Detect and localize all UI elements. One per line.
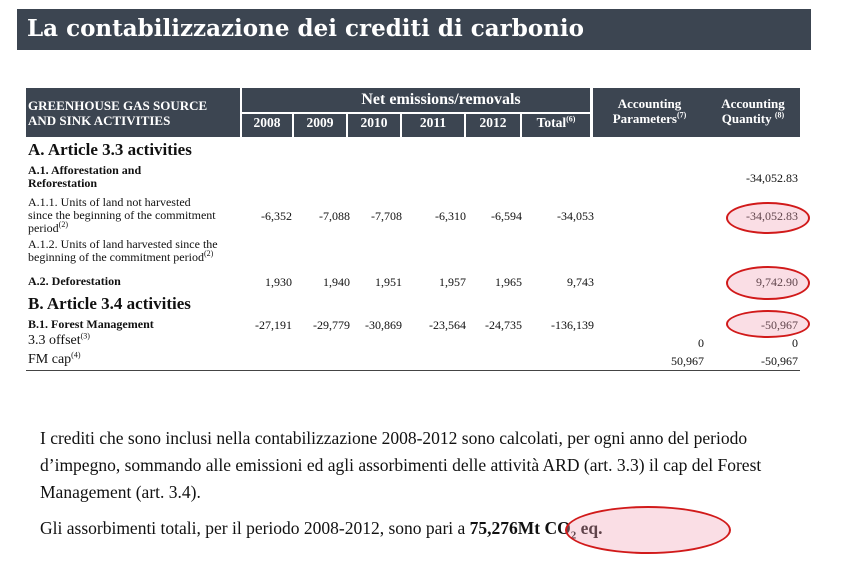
header-year: 2008	[253, 115, 281, 130]
title-bar: La contabilizzazione dei crediti di carb…	[17, 9, 811, 50]
row-b1-label: B.1. Forest Management	[28, 317, 154, 331]
row-a11-value: -6,352	[261, 209, 292, 223]
row-b1-value: -30,869	[365, 318, 402, 332]
row-a12-label-text: beginning of the commitment period	[28, 250, 204, 264]
header-acc-qty-label: Quantity	[721, 111, 772, 126]
accounting-table: GREENHOUSE GAS SOURCE AND SINK ACTIVITIE…	[26, 88, 810, 371]
row-a11-value: -7,708	[371, 209, 402, 223]
row-a1-label: A.1. Afforestation and Reforestation	[28, 164, 141, 190]
header-net-emissions: Net emissions/removals	[361, 91, 521, 108]
row-a11-label: A.1.1. Units of land not harvested since…	[28, 196, 216, 235]
paragraph-credits: I crediti che sono inclusi nella contabi…	[40, 428, 762, 502]
header-separator	[240, 88, 242, 137]
paragraph-total-text: Gli assorbimenti totali, per il periodo …	[40, 518, 466, 538]
row-fmcap-label: FM cap(4)	[28, 350, 81, 367]
table-bottom-rule	[26, 370, 800, 371]
row-a11-label-line3: period(2)	[28, 220, 216, 235]
header-separator	[400, 112, 402, 137]
row-a12-label-line2: beginning of the commitment period(2)	[28, 249, 218, 264]
row-b1-value: -29,779	[313, 318, 350, 332]
row-a2-value: 1,957	[439, 275, 466, 289]
header-separator	[590, 88, 593, 137]
row-a2-total: 9,743	[567, 275, 594, 289]
header-activities-line1: GREENHOUSE GAS SOURCE	[28, 98, 208, 113]
header-activities: GREENHOUSE GAS SOURCE AND SINK ACTIVITIE…	[28, 98, 207, 128]
row-a11-total: -34,053	[557, 209, 594, 223]
row-a2-value: 1,940	[323, 275, 350, 289]
header-acc-params-line1: Accounting	[617, 96, 682, 111]
row-a11-value: -6,310	[435, 209, 466, 223]
header-separator	[346, 112, 348, 137]
header-year: 2009	[306, 115, 334, 130]
table-header: GREENHOUSE GAS SOURCE AND SINK ACTIVITIE…	[26, 88, 800, 137]
row-b1-value: -27,191	[255, 318, 292, 332]
row-a2-label: A.2. Deforestation	[28, 274, 121, 288]
footnote-ref: (3)	[80, 331, 90, 341]
footnote-ref: (8)	[774, 110, 785, 120]
total-value: 75,276Mt CO	[469, 518, 571, 538]
header-year: 2012	[479, 115, 507, 130]
footnote-ref: (4)	[71, 350, 81, 360]
row-offset-label: 3.3 offset(3)	[28, 331, 90, 348]
row-offset-acc-qty: 0	[792, 336, 798, 350]
footnote-ref: (2)	[203, 249, 214, 258]
row-offset-acc-params: 0	[698, 336, 704, 350]
row-a11-value: -6,594	[491, 209, 522, 223]
row-a1-label-line1: A.1. Afforestation and	[28, 163, 142, 177]
row-a1-acc-qty: -34,052.83	[746, 171, 798, 185]
row-a1-label-line2: Reforestation	[28, 176, 98, 190]
header-separator	[464, 112, 466, 137]
row-a2-value: 1,965	[495, 275, 522, 289]
highlight-ellipse	[726, 266, 810, 300]
header-total-label: Total	[536, 115, 567, 130]
highlight-ellipse	[726, 310, 810, 338]
footnote-ref: (6)	[566, 114, 576, 124]
row-a11-label-line1: A.1.1. Units of land not harvested	[28, 195, 191, 209]
page-title: La contabilizzazione dei crediti di carb…	[27, 15, 584, 42]
header-separator	[242, 112, 592, 114]
row-a2-value: 1,951	[375, 275, 402, 289]
highlight-ellipse-total	[565, 506, 731, 554]
header-separator	[292, 112, 294, 137]
row-b1-total: -136,139	[551, 318, 594, 332]
section-a-title: A. Article 3.3 activities	[28, 140, 192, 159]
row-a12-label-line1: A.1.2. Units of land harvested since the	[28, 237, 218, 251]
highlight-ellipse	[726, 202, 810, 234]
header-year: 2010	[360, 115, 388, 130]
row-fmcap-acc-params: 50,967	[671, 354, 704, 368]
header-acc-params: Accounting Parameters(7)	[593, 96, 706, 126]
paragraph-total: Gli assorbimenti totali, per il periodo …	[40, 518, 603, 542]
footnote-ref: (7)	[676, 110, 687, 120]
row-a11-label-period: period	[28, 221, 59, 235]
header-total: Total(6)	[522, 115, 590, 135]
header-acc-qty: Accounting Quantity (8)	[706, 96, 800, 126]
row-a12-label: A.1.2. Units of land harvested since the…	[28, 238, 218, 264]
section-b-title: B. Article 3.4 activities	[28, 294, 191, 313]
header-year: 2011	[419, 115, 447, 130]
header-activities-line2: AND SINK ACTIVITIES	[28, 113, 171, 128]
header-acc-params-label: Parameters	[612, 111, 677, 126]
row-b1-value: -23,564	[429, 318, 466, 332]
row-fmcap-text: FM cap	[28, 352, 72, 367]
row-fmcap-acc-qty: -50,967	[761, 354, 798, 368]
header-acc-params-line2: Parameters(7)	[593, 111, 706, 126]
row-offset-text: 3.3 offset	[28, 333, 81, 348]
row-a11-label-line2: since the beginning of the commitment	[28, 208, 216, 222]
row-b1-value: -24,735	[485, 318, 522, 332]
header-acc-qty-line2: Quantity (8)	[706, 111, 800, 126]
header-separator	[520, 112, 522, 137]
row-a11-value: -7,088	[319, 209, 350, 223]
header-acc-qty-line1: Accounting	[721, 96, 785, 111]
footnote-ref: (2)	[58, 220, 68, 229]
row-a2-value: 1,930	[265, 275, 292, 289]
